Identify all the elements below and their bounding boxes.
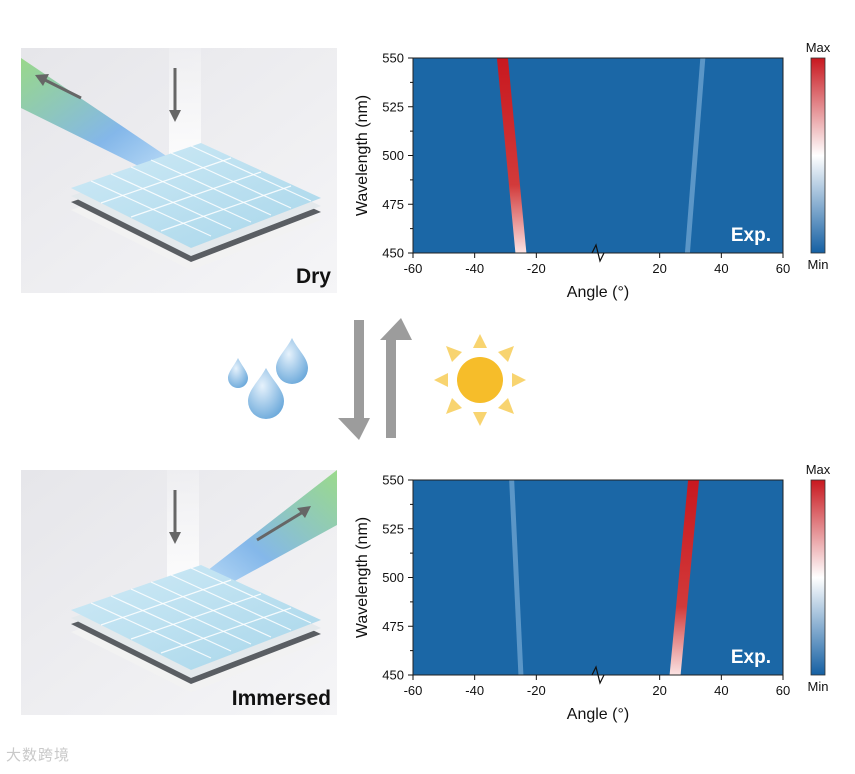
x-tick-label: 40 <box>714 683 728 698</box>
colorbar-max-label: Max <box>806 462 831 477</box>
dry-heatmap-svg: -60 -40 -20 20 40 60 450 475 500 525 550 Angle (°) W… <box>354 40 831 301</box>
dry-heatmap-chart: -60 -40 -20 20 40 60 450 475 500 525 550 Angle (°) W… <box>340 40 831 310</box>
grating-plate <box>71 143 321 248</box>
colorbar-min-label: Min <box>808 679 829 694</box>
y-tick-label: 525 <box>382 521 404 536</box>
y-tick-label: 475 <box>382 197 404 212</box>
dry-label: Dry <box>295 265 331 288</box>
switch-arrows-icon <box>338 318 412 440</box>
dry-scene-illustration: Dry <box>21 48 337 293</box>
diffraction-arrow <box>40 76 82 100</box>
dispersion-band-1 <box>496 58 527 253</box>
x-tick-label: -60 <box>404 683 423 698</box>
y-tick-label: 450 <box>382 246 404 261</box>
y-tick-label: 500 <box>382 570 404 585</box>
diffraction-arrow <box>256 510 304 542</box>
colorbar-max-label: Max <box>806 40 831 55</box>
immersed-heatmap-svg: -60 -40 -20 20 40 60 450 475 500 525 550 Angle (°) W… <box>354 462 831 723</box>
x-tick-label: -60 <box>404 261 423 276</box>
y-tick-label: 450 <box>382 668 404 683</box>
dispersion-band-1 <box>509 480 524 675</box>
y-tick-label: 475 <box>382 619 404 634</box>
immersed-grating-diagram <box>21 470 337 715</box>
colorbar-min-label: Min <box>808 257 829 272</box>
x-tick-label: -40 <box>465 683 484 698</box>
x-tick-label: -20 <box>527 261 546 276</box>
y-tick-label: 500 <box>382 148 404 163</box>
y-axis-label: Wavelength (nm) <box>354 95 371 216</box>
exp-annotation: Exp. <box>731 647 771 668</box>
watermark: 大数跨境 <box>6 746 71 764</box>
x-tick-label: 40 <box>714 261 728 276</box>
immersed-label: Immersed <box>231 687 331 710</box>
exp-annotation: Exp. <box>731 225 771 246</box>
x-tick-label: 60 <box>776 683 790 698</box>
colorbar <box>810 479 826 676</box>
y-tick-label: 550 <box>382 51 404 66</box>
x-tick-label: 20 <box>652 683 666 698</box>
y-tick-label: 550 <box>382 473 404 488</box>
immersed-scene-illustration: Immersed <box>21 470 337 715</box>
x-tick-label: 20 <box>652 261 666 276</box>
x-axis-label: Angle (°) <box>567 706 629 723</box>
heatmap-background <box>413 58 783 253</box>
immersed-heatmap-chart: -60 -40 -20 20 40 60 450 475 500 525 550 Angle (°) W… <box>340 462 831 732</box>
dispersion-band-2 <box>669 480 700 675</box>
diffracted-beam <box>176 470 337 605</box>
x-tick-label: -20 <box>527 683 546 698</box>
x-tick-label: 60 <box>776 261 790 276</box>
grating-plate <box>71 565 321 670</box>
y-axis-label: Wavelength (nm) <box>354 517 371 638</box>
axis-break-mark <box>591 665 605 685</box>
heatmap-background <box>413 480 783 675</box>
state-switch-graphic <box>220 318 540 443</box>
sun-icon <box>434 334 526 426</box>
dry-grating-diagram <box>21 48 337 293</box>
x-tick-label: -40 <box>465 261 484 276</box>
colorbar <box>810 57 826 254</box>
dispersion-band-2 <box>684 58 706 253</box>
axis-break-mark <box>591 243 605 263</box>
y-tick-label: 525 <box>382 99 404 114</box>
water-droplets-icon <box>228 338 308 419</box>
x-axis-label: Angle (°) <box>567 284 629 301</box>
